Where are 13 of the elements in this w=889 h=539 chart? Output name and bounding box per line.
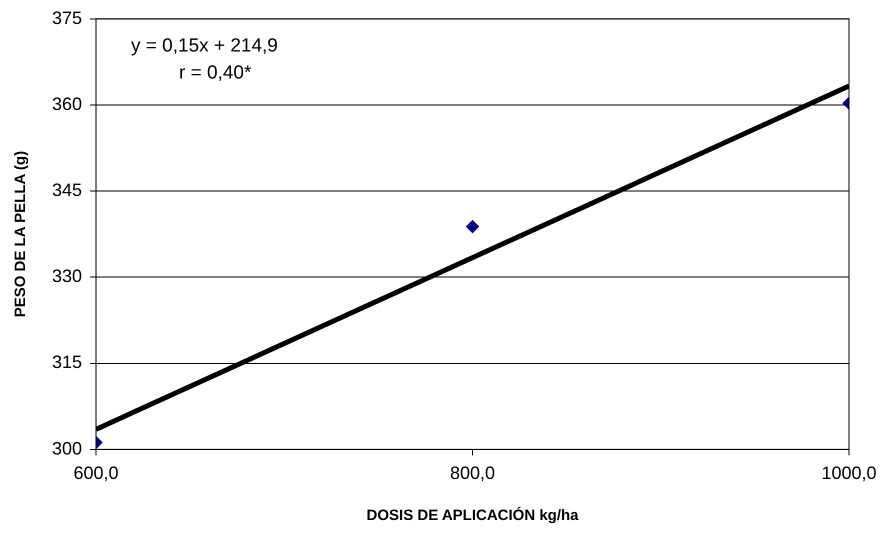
y-tick-label: 315	[52, 352, 82, 372]
x-tick-label: 800,0	[450, 463, 496, 484]
y-axis-title: PESO DE LA PELLA (g)	[12, 150, 30, 318]
annotation: r = 0,40*	[179, 62, 252, 84]
y-tick-label: 345	[52, 180, 82, 200]
y-tick-label: 375	[52, 8, 82, 28]
x-tick-label: 600,0	[74, 463, 119, 484]
y-tick-label: 330	[52, 266, 82, 286]
y-tick-label: 360	[52, 94, 82, 114]
y-tick-label: 300	[52, 438, 82, 458]
x-axis-title: DOSIS DE APLICACIÓN kg/ha	[366, 506, 580, 524]
x-tick-label: 1000,0	[821, 463, 877, 484]
annotation: y = 0,15x + 214,9	[131, 36, 278, 57]
